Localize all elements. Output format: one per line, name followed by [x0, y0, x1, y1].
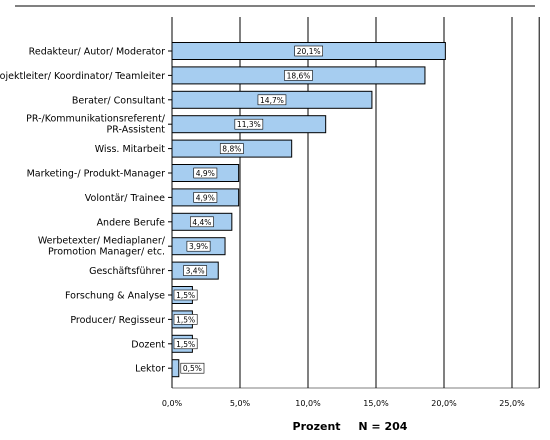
- data-label-box: [193, 192, 218, 203]
- x-tick-label: 10,0%: [295, 399, 321, 408]
- category-label: Volontär/ Trainee: [85, 193, 165, 204]
- category-labels: Redakteur/ Autor/ Moderator Projektleiter…: [0, 47, 172, 375]
- data-label: 1,5%: [176, 291, 195, 300]
- x-tick-label: 15,0%: [363, 399, 389, 408]
- category-label: Forschung & Analyse: [65, 291, 165, 302]
- data-label-box: [173, 338, 198, 350]
- data-label-box: [190, 216, 214, 228]
- data-label: 1,5%: [176, 340, 195, 349]
- category-label: Dozent: [131, 339, 165, 350]
- bar: [171, 359, 180, 378]
- data-label: 1,5%: [176, 315, 195, 324]
- category-label: Andere Berufe: [97, 217, 166, 228]
- data-label: 18,6%: [287, 71, 311, 80]
- category-label: PR-/Kommunikationsreferent/: [26, 114, 166, 125]
- category-label: Werbetexter/ Mediaplaner/: [38, 236, 166, 247]
- data-label-box: [173, 314, 198, 325]
- x-tick-label: 5,0%: [230, 399, 251, 408]
- data-label-box: [180, 362, 205, 374]
- data-label-box: [173, 289, 198, 301]
- x-tick-label: 0,0%: [162, 399, 183, 408]
- n-label: N = 204: [358, 420, 407, 433]
- data-label: 11,3%: [237, 120, 261, 129]
- category-label: Geschäftsführer: [89, 266, 165, 277]
- category-label: Wiss. Mitarbeit: [95, 144, 166, 155]
- data-label-box: [234, 118, 264, 130]
- data-label: 3,9%: [189, 242, 208, 251]
- bars: 20,1% 18,6% 14,7% 11,3% 8,8% 4,9% 4,9% 4,4% 3,9%…: [171, 42, 446, 378]
- x-tick-label: 25,0%: [499, 399, 525, 408]
- x-axis-title: Prozent N = 204: [293, 420, 408, 433]
- x-tick-labels: 0,0% 5,0% 10,0% 15,0% 20,0% 25,0%: [162, 399, 525, 408]
- data-label-box: [284, 70, 313, 81]
- data-label: 8,8%: [222, 145, 241, 154]
- category-label: Projektleiter/ Koordinator/ Teamleiter: [0, 71, 165, 82]
- data-label: 20,1%: [297, 47, 321, 56]
- data-label-box: [219, 143, 244, 154]
- category-label: Lektor: [135, 364, 165, 375]
- category-label: PR-Assistent: [107, 125, 166, 136]
- data-label-box: [257, 94, 287, 106]
- data-label-box: [183, 265, 208, 276]
- category-label: Berater/ Consultant: [72, 95, 165, 106]
- data-label: 4,4%: [192, 218, 211, 227]
- data-label-box: [193, 167, 218, 179]
- data-label: 0,5%: [183, 364, 202, 373]
- data-label-box: [186, 240, 211, 252]
- data-label: 14,7%: [260, 96, 284, 105]
- category-label: Producer/ Regisseur: [70, 315, 165, 326]
- category-label: Marketing-/ Produkt-Manager: [27, 169, 166, 180]
- x-tick-label: 20,0%: [431, 399, 457, 408]
- data-label: 4,9%: [196, 193, 215, 202]
- x-axis-label: Prozent: [293, 420, 341, 433]
- data-label: 3,4%: [186, 267, 205, 276]
- data-label: 4,9%: [196, 169, 215, 178]
- category-label: Promotion Manager/ etc.: [48, 247, 165, 258]
- category-label: Redakteur/ Autor/ Moderator: [29, 47, 165, 58]
- data-label-box: [294, 45, 323, 57]
